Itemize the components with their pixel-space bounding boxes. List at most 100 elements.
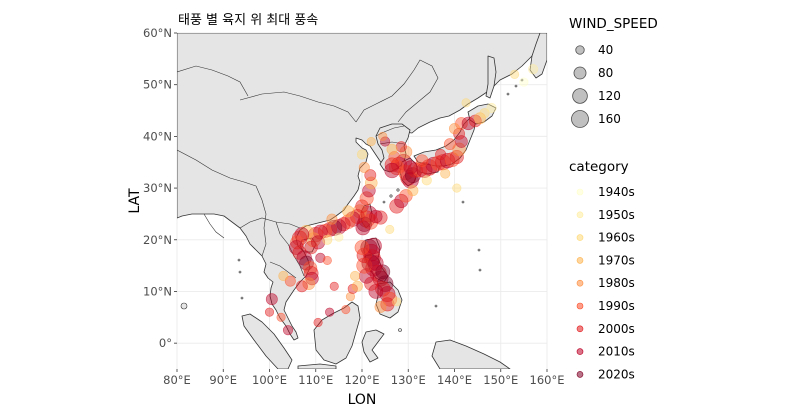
typhoon-point-104 [415,154,429,167]
y-tick-label-6: 60°N [143,26,172,40]
typhoon-point-3 [362,213,379,230]
typhoon-point-78 [384,157,400,173]
island-andaman-2 [238,270,242,274]
size-legend-label-1: 80 [598,66,613,80]
y-tick-label-3: 30°N [143,181,172,195]
typhoon-point-15 [336,217,351,232]
typhoon-point-116 [369,209,383,224]
land-kamchatka [529,33,547,79]
typhoon-point-135 [392,297,402,307]
typhoon-point-28 [290,235,305,250]
typhoon-point-36 [302,277,316,291]
x-tick-label-6: 140°E [437,373,472,387]
typhoon-point-18 [322,222,337,237]
small-islands [180,78,524,332]
color-legend-label-1: 1950s [598,208,635,222]
color-legend-label-0: 1940s [598,185,635,199]
island-marianas-2 [478,268,482,272]
typhoon-point-132 [421,175,432,186]
typhoon-point-91 [439,153,456,169]
island-kurils-2 [514,84,518,88]
typhoon-point-10 [364,169,377,182]
size-legend-key-2 [572,88,588,104]
x-tick-label-5: 130°E [391,373,426,387]
typhoon-point-121 [519,77,529,87]
y-tick-label-0: 0° [159,336,172,350]
typhoon-point-61 [379,286,396,303]
typhoon-point-39 [278,270,289,282]
color-legend-key-2 [576,234,584,241]
typhoon-point-24 [304,240,318,255]
border-russia-china [355,59,439,123]
typhoon-point-7 [359,191,374,206]
typhoon-point-95 [455,135,468,148]
typhoon-point-120 [528,64,539,75]
typhoon-point-107 [395,141,407,153]
typhoon-point-74 [368,255,384,271]
border-india [203,213,225,239]
typhoon-point-43 [282,325,294,336]
typhoon-point-113 [394,193,409,209]
island-nicobar [240,296,244,300]
typhoon-point-71 [354,240,370,255]
border-mongolia-west [177,65,249,97]
typhoon-point-79 [384,162,400,179]
island-palau [434,304,438,308]
land-new-guinea [431,339,511,369]
color-legend-label-3: 1970s [598,253,635,267]
typhoon-point-23 [311,235,326,250]
color-legend-key-5 [576,302,584,310]
typhoon-point-98 [461,116,476,131]
color-legend-label-6: 2000s [598,322,635,336]
color-legend-label-7: 2010s [598,345,635,359]
size-legend-key-0 [575,45,585,55]
typhoon-point-119 [510,69,520,79]
island-ryukyu-3 [382,200,386,204]
border-mongolia [239,91,357,123]
size-legend-key-3 [571,110,589,128]
typhoon-point-101 [448,123,461,135]
size-legend: WIND_SPEED 40 80 120 160 [569,16,658,128]
border-laos-vietnam [275,221,305,277]
color-legend-key-1 [576,211,584,219]
typhoon-point-40 [265,293,278,306]
typhoon-point-131 [407,185,419,197]
typhoon-point-33 [303,261,318,276]
typhoon-point-34 [303,266,319,281]
typhoon-point-129 [334,232,344,242]
size-legend-key-1 [573,66,587,80]
island-ryukyu-2 [396,188,400,192]
x-tick-label-3: 110°E [298,373,333,387]
island-halmahera [398,328,402,332]
x-axis-title: LON [348,392,377,408]
border-myanmar [255,185,267,257]
color-legend-label-5: 1990s [598,299,635,313]
typhoon-point-123 [366,137,376,147]
typhoon-point-105 [403,160,418,175]
x-tick-label-4: 120°E [345,373,380,387]
typhoon-point-51 [329,281,339,291]
land-sumatra [241,313,293,369]
typhoon-point-90 [434,154,451,171]
typhoon-point-125 [342,205,355,218]
island-andaman-1 [237,258,241,262]
typhoon-point-102 [443,138,456,151]
typhoon-point-117 [479,108,490,119]
typhoon-point-93 [449,150,464,165]
land-sakhalin [485,55,497,99]
land-java [297,363,337,369]
typhoon-point-41 [264,307,275,317]
typhoon-point-8 [362,183,376,198]
typhoon-point-46 [341,305,351,315]
x-tick-label-1: 90°E [209,373,237,387]
y-tick-label-5: 50°N [143,78,172,92]
typhoon-point-111 [378,131,388,141]
typhoon-point-124 [356,149,368,160]
land-layer [177,33,547,369]
color-legend-key-6 [576,325,584,333]
color-legend-title: category [569,159,629,175]
typhoon-points [264,64,539,336]
typhoon-point-11 [358,161,370,173]
typhoon-point-50 [322,255,332,265]
typhoon-point-42 [276,312,286,322]
